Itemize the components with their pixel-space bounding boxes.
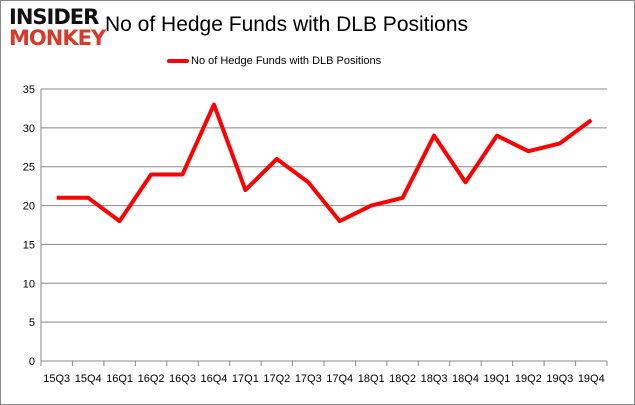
y-tick-label: 35 xyxy=(23,84,35,96)
legend-label: No of Hedge Funds with DLB Positions xyxy=(191,55,382,67)
insider-monkey-logo: INSIDER MONKEY xyxy=(9,5,106,50)
y-tick-label: 20 xyxy=(23,201,35,213)
x-tick-label: 17Q3 xyxy=(295,373,322,385)
x-tick-label: 19Q4 xyxy=(578,373,605,385)
x-tick-label: 16Q4 xyxy=(200,373,227,385)
x-tick-label: 17Q1 xyxy=(232,373,259,385)
x-tick-label: 17Q4 xyxy=(326,373,353,385)
x-tick-label: 16Q1 xyxy=(106,373,133,385)
chart-title: No of Hedge Funds with DLB Positions xyxy=(105,13,469,36)
series-line xyxy=(56,102,593,224)
legend: No of Hedge Funds with DLB Positions xyxy=(167,55,381,67)
y-tick-label: 15 xyxy=(23,239,35,251)
y-tick-label: 5 xyxy=(29,317,35,329)
x-tick-label: 15Q3 xyxy=(43,373,70,385)
y-tick-label: 25 xyxy=(23,162,35,174)
x-tick-label: 16Q3 xyxy=(169,373,196,385)
x-tick-label: 16Q2 xyxy=(138,373,165,385)
x-tick-label: 19Q3 xyxy=(546,373,573,385)
logo-line2: MONKEY xyxy=(9,26,106,50)
y-tick-label: 30 xyxy=(23,123,35,135)
x-tick-label: 19Q1 xyxy=(483,373,510,385)
x-tick-label: 15Q4 xyxy=(75,373,102,385)
x-tick-label: 18Q3 xyxy=(421,373,448,385)
x-tick-label: 17Q2 xyxy=(263,373,290,385)
x-tick-label: 18Q1 xyxy=(358,373,385,385)
x-tick-label: 19Q2 xyxy=(515,373,542,385)
legend-swatch xyxy=(167,59,189,63)
logo-line1: INSIDER xyxy=(9,5,99,29)
x-tick-label: 18Q2 xyxy=(389,373,416,385)
y-tick-label: 10 xyxy=(23,278,35,290)
x-tick-label: 18Q4 xyxy=(452,373,479,385)
y-tick-label: 0 xyxy=(29,356,35,368)
